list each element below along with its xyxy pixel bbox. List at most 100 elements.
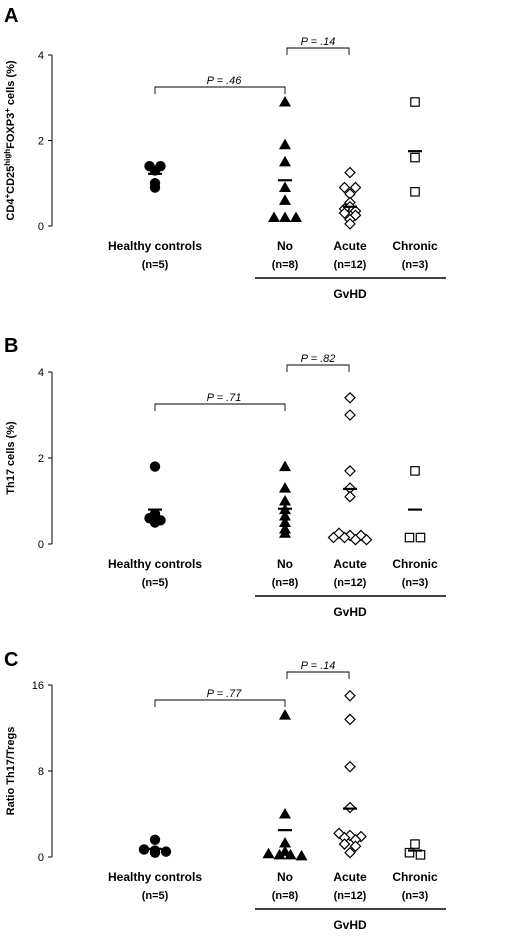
comparison-bracket	[154, 403, 286, 411]
data-point	[360, 533, 373, 546]
data-point	[138, 844, 150, 855]
group-count: (n=12)	[334, 259, 367, 271]
y-axis-label-part: cells (%)	[5, 60, 17, 108]
group-label: Healthy controls	[108, 239, 202, 253]
data-point	[344, 465, 356, 477]
data-point	[344, 409, 356, 421]
group-label: No	[277, 557, 293, 571]
y-tick-label: 8	[38, 766, 44, 778]
data-point	[349, 181, 362, 194]
data-point	[279, 808, 291, 819]
data-point	[149, 834, 161, 845]
data-point	[279, 155, 291, 167]
group-count: (n=12)	[334, 577, 367, 589]
y-axis-label: Th17 cells (%)	[5, 421, 17, 495]
group-label: Healthy controls	[108, 870, 202, 884]
group-label: No	[277, 239, 293, 253]
gvhd-label: GvHD	[333, 287, 367, 301]
data-point	[344, 218, 356, 230]
data-point	[349, 533, 362, 546]
panel-letter: C	[4, 649, 18, 671]
data-point	[279, 96, 291, 107]
data-point	[279, 516, 291, 527]
group-label: Acute	[333, 870, 367, 884]
comparison-p-value: P = .46	[207, 75, 243, 87]
comparison-bracket	[286, 47, 350, 55]
comparison-p-value: P = .14	[301, 660, 336, 672]
data-point	[410, 187, 420, 197]
data-point	[404, 532, 415, 543]
data-point	[410, 466, 420, 476]
comparison-p-value: P = .82	[301, 353, 336, 365]
group-count: (n=12)	[334, 890, 367, 902]
data-point	[149, 847, 161, 858]
group-label: Chronic	[392, 557, 438, 571]
gvhd-label: GvHD	[333, 918, 367, 932]
data-point	[284, 848, 297, 860]
group-count: (n=5)	[142, 259, 169, 271]
y-axis-label-part: FOXP3	[5, 113, 17, 149]
comparison-bracket	[286, 364, 350, 372]
group-count: (n=5)	[142, 890, 169, 902]
y-tick-label: 0	[38, 852, 44, 864]
data-point	[344, 166, 356, 179]
y-tick-label: 16	[32, 680, 44, 692]
comparison-bracket	[154, 699, 286, 707]
group-count: (n=3)	[402, 890, 429, 902]
y-axis-label: CD4+CD25highFOXP3+ cells (%)	[3, 60, 18, 220]
y-axis-label-part: high	[3, 149, 12, 166]
data-point	[279, 510, 291, 521]
data-point	[349, 840, 362, 853]
y-axis-label-part: CD25	[5, 166, 17, 194]
data-point	[149, 517, 161, 528]
data-point	[338, 207, 351, 220]
data-point	[279, 211, 291, 222]
group-label: Chronic	[392, 239, 438, 253]
comparison-bracket	[286, 671, 350, 679]
data-point	[268, 211, 280, 222]
comparison-bracket	[154, 86, 286, 94]
panel-letter: B	[4, 335, 18, 357]
data-point	[415, 850, 426, 860]
data-point	[344, 689, 356, 702]
comparison-p-value: P = .77	[207, 688, 243, 700]
comparison-p-value: P = .71	[207, 392, 242, 404]
data-point	[410, 97, 420, 107]
data-point	[149, 182, 161, 193]
data-point	[279, 837, 291, 848]
y-axis-label: Ratio Th17/Tregs	[5, 727, 17, 816]
y-axis-label-part: CD4	[5, 198, 17, 221]
data-point	[344, 391, 356, 404]
data-point	[279, 460, 291, 472]
group-label: Healthy controls	[108, 557, 202, 571]
group-count: (n=3)	[402, 259, 429, 271]
data-point	[262, 847, 275, 859]
chart-panel-c: C 0 8 16 Ratio Th17/Tregs Healthy controls (n=…	[4, 649, 446, 932]
gvhd-label: GvHD	[333, 605, 367, 619]
data-point	[415, 532, 426, 543]
y-tick-label: 4	[38, 50, 44, 62]
y-tick-label: 0	[38, 539, 44, 551]
data-point	[273, 848, 286, 860]
data-point	[404, 847, 415, 858]
panel-letter: A	[4, 5, 18, 27]
data-point	[149, 461, 161, 472]
data-point	[344, 760, 356, 773]
data-point	[344, 490, 356, 503]
data-point	[338, 838, 351, 850]
data-point	[279, 527, 291, 538]
data-point	[279, 495, 291, 506]
data-point	[344, 713, 356, 726]
data-point	[338, 181, 351, 194]
data-point	[410, 152, 420, 163]
data-point	[279, 482, 291, 493]
group-count: (n=3)	[402, 577, 429, 589]
data-point	[279, 138, 291, 150]
group-label: Acute	[333, 239, 367, 253]
y-axis-label-part: Th17 cells (%)	[5, 421, 17, 495]
y-tick-label: 2	[38, 453, 44, 465]
data-point	[279, 194, 291, 205]
data-point	[410, 839, 420, 849]
